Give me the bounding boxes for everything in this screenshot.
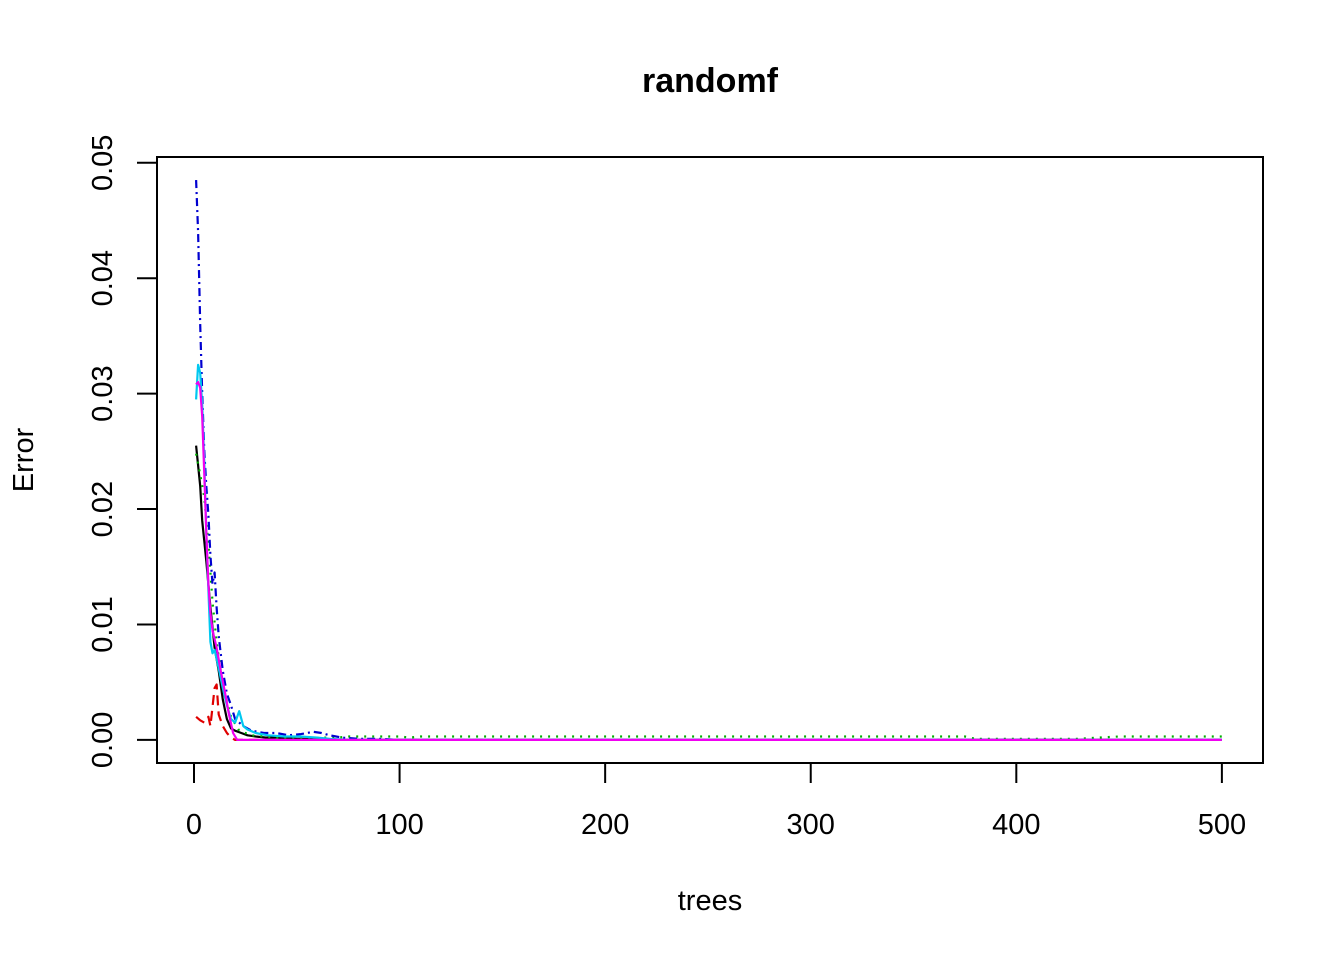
y-tick-label-2: 0.02 [87, 481, 119, 537]
y-tick-label-5: 0.05 [87, 135, 119, 191]
x-axis-label: trees [678, 885, 742, 917]
y-axis-label: Error [8, 427, 40, 492]
series-line-1 [195, 445, 1222, 741]
series-line-4 [195, 180, 1222, 741]
x-tick-label-4: 400 [992, 809, 1040, 841]
series-line-6 [195, 381, 1222, 741]
x-tick-label-0: 0 [186, 809, 202, 841]
x-tick-label-5: 500 [1198, 809, 1246, 841]
series-line-2 [195, 683, 1222, 741]
chart-title: randomf [642, 62, 779, 100]
series-layer [195, 180, 1222, 741]
y-axis: 0.00 0.01 0.02 0.03 0.04 0.05 [87, 135, 158, 768]
series-line-3 [195, 453, 1222, 740]
y-tick-label-4: 0.04 [87, 250, 119, 306]
x-tick-label-2: 200 [581, 809, 629, 841]
series-line-5 [195, 363, 1222, 741]
y-tick-label-0: 0.00 [87, 712, 119, 768]
y-tick-label-3: 0.03 [87, 365, 119, 421]
y-tick-label-1: 0.01 [87, 596, 119, 652]
plot-frame [156, 156, 1264, 764]
x-axis: 0 100 200 300 400 500 [186, 762, 1246, 841]
x-tick-label-1: 100 [375, 809, 423, 841]
x-tick-label-3: 300 [787, 809, 835, 841]
